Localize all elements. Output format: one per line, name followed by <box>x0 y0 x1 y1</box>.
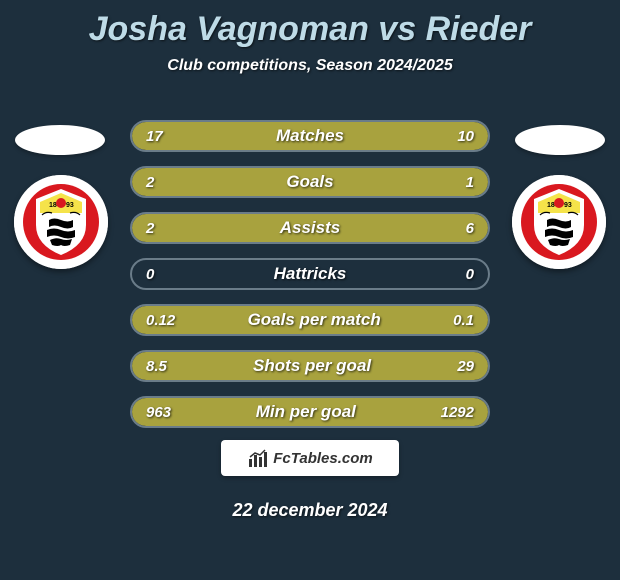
footer-brand: FcTables.com <box>221 440 399 476</box>
svg-text:93: 93 <box>564 202 572 209</box>
bar-left-value: 2 <box>146 174 154 191</box>
bar-text: 0 Hattricks 0 <box>132 260 488 288</box>
svg-text:18: 18 <box>547 202 555 209</box>
bar-left-value: 963 <box>146 404 171 421</box>
bar-text: 2 Assists 6 <box>132 214 488 242</box>
stat-bar: 8.5 Shots per goal 29 <box>130 350 490 382</box>
bar-right-value: 0.1 <box>453 312 474 329</box>
stat-bar: 17 Matches 10 <box>130 120 490 152</box>
bar-text: 17 Matches 10 <box>132 122 488 150</box>
bar-right-value: 10 <box>457 128 474 145</box>
bar-left-value: 0.12 <box>146 312 175 329</box>
bar-label: Min per goal <box>256 402 356 422</box>
bar-left-value: 17 <box>146 128 163 145</box>
bar-label: Assists <box>280 218 340 238</box>
player-right-ellipse <box>515 125 605 155</box>
page-title: Josha Vagnoman vs Rieder <box>0 0 620 49</box>
svg-text:18: 18 <box>49 202 57 209</box>
bar-right-value: 1 <box>466 174 474 191</box>
bar-label: Goals <box>286 172 333 192</box>
bar-label: Goals per match <box>248 310 381 330</box>
bar-left-value: 8.5 <box>146 358 167 375</box>
player-left-ellipse <box>15 125 105 155</box>
bar-right-value: 6 <box>466 220 474 237</box>
stat-bar: 0.12 Goals per match 0.1 <box>130 304 490 336</box>
stat-bar: 963 Min per goal 1292 <box>130 396 490 428</box>
date-text: 22 december 2024 <box>0 500 620 521</box>
bar-right-value: 0 <box>466 266 474 283</box>
stat-bar: 0 Hattricks 0 <box>130 258 490 290</box>
bar-right-value: 29 <box>457 358 474 375</box>
chart-icon <box>247 447 269 469</box>
bar-label: Hattricks <box>274 264 347 284</box>
footer-brand-text: FcTables.com <box>273 450 372 467</box>
bar-label: Matches <box>276 126 344 146</box>
club-badge-right: 18 93 <box>512 175 606 269</box>
bar-left-value: 0 <box>146 266 154 283</box>
bar-text: 8.5 Shots per goal 29 <box>132 352 488 380</box>
subtitle: Club competitions, Season 2024/2025 <box>0 57 620 75</box>
bar-right-value: 1292 <box>441 404 474 421</box>
bar-text: 963 Min per goal 1292 <box>132 398 488 426</box>
club-badge-left: 18 93 <box>14 175 108 269</box>
svg-text:93: 93 <box>66 202 74 209</box>
bar-text: 0.12 Goals per match 0.1 <box>132 306 488 334</box>
stat-bar: 2 Assists 6 <box>130 212 490 244</box>
bar-left-value: 2 <box>146 220 154 237</box>
bar-text: 2 Goals 1 <box>132 168 488 196</box>
stat-bar: 2 Goals 1 <box>130 166 490 198</box>
stats-bars: 17 Matches 10 2 Goals 1 2 Assists 6 0 Hattricks 0 0.… <box>130 120 490 442</box>
bar-label: Shots per goal <box>253 356 371 376</box>
